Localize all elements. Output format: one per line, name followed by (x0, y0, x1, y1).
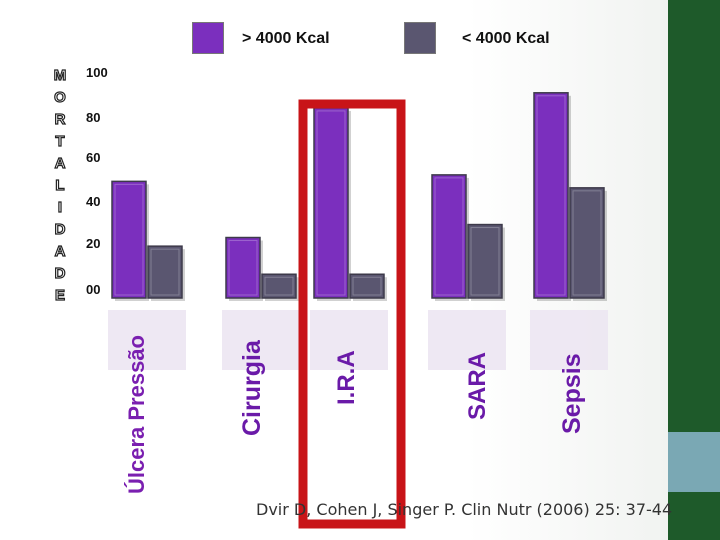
bar-inner-outline (352, 276, 382, 296)
y-tick-label: 00 (86, 282, 101, 297)
legend-swatch-low (404, 22, 436, 54)
category-label: Cirurgia (238, 340, 266, 436)
citation: Dvir D, Cohen J, Singer P. Clin Nutr (20… (256, 500, 673, 519)
sidebar-square-decoration (668, 432, 720, 492)
y-axis-letter: D (54, 221, 66, 238)
bar-inner-outline (114, 183, 144, 296)
bar (225, 236, 261, 299)
legend-swatch-high (192, 22, 224, 54)
y-axis-letter: M (53, 67, 67, 84)
category-reflection (222, 310, 300, 370)
bar-inner-outline (228, 240, 258, 296)
bar (313, 107, 349, 299)
y-axis-letter: A (54, 243, 66, 260)
bar-inner-outline (264, 276, 294, 296)
y-tick-label: 40 (86, 194, 101, 209)
legend-label-high: > 4000 Kcal (242, 30, 330, 47)
bar-inner-outline (150, 248, 180, 296)
category-reflection (108, 310, 186, 370)
y-axis-letter: T (55, 133, 65, 150)
bar (147, 245, 183, 299)
bar (261, 273, 297, 299)
highlight-frame (298, 99, 406, 529)
y-tick-label: 20 (86, 236, 101, 251)
y-axis-letter: R (54, 111, 66, 128)
category-label: Sepsis (558, 353, 586, 434)
y-axis-letter: L (55, 177, 65, 194)
category-reflection (310, 310, 388, 370)
category-reflection (530, 310, 608, 370)
bar (569, 187, 605, 299)
bar (431, 174, 467, 299)
y-axis-letter: D (54, 265, 66, 282)
category-label: SARA (464, 351, 491, 420)
y-axis-letter: A (54, 155, 66, 172)
category-reflection (428, 310, 506, 370)
bar-inner-outline (316, 110, 346, 296)
bar-inner-outline (572, 190, 602, 296)
legend-label-low: < 4000 Kcal (462, 30, 550, 47)
bar (349, 273, 385, 299)
bar (533, 92, 569, 299)
y-axis-letter: O (54, 89, 67, 106)
y-axis-letter: I (57, 199, 63, 216)
bar (467, 223, 503, 299)
category-label: I.R.A (333, 350, 360, 405)
bar-inner-outline (536, 95, 566, 296)
y-axis-letter: E (54, 287, 65, 304)
y-tick-label: 60 (86, 150, 101, 165)
y-tick-label: 100 (86, 65, 108, 80)
bar-inner-outline (434, 177, 464, 296)
bar (111, 180, 147, 299)
category-label: Úlcera Pressão (124, 335, 149, 494)
y-tick-label: 80 (86, 110, 101, 125)
bar-inner-outline (470, 227, 500, 296)
